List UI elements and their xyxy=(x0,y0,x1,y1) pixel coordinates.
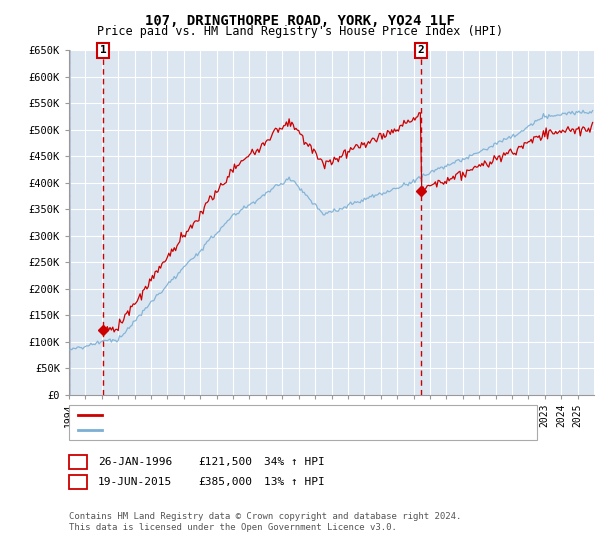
Text: 107, DRINGTHORPE ROAD, YORK, YO24 1LF: 107, DRINGTHORPE ROAD, YORK, YO24 1LF xyxy=(145,14,455,28)
Text: £385,000: £385,000 xyxy=(198,477,252,487)
Text: 19-JUN-2015: 19-JUN-2015 xyxy=(98,477,172,487)
Text: 2: 2 xyxy=(74,477,82,487)
Text: 107, DRINGTHORPE ROAD, YORK, YO24 1LF (detached house): 107, DRINGTHORPE ROAD, YORK, YO24 1LF (d… xyxy=(107,409,444,419)
Text: 2: 2 xyxy=(418,45,425,55)
Text: Contains HM Land Registry data © Crown copyright and database right 2024.
This d: Contains HM Land Registry data © Crown c… xyxy=(69,512,461,532)
Text: 1: 1 xyxy=(74,457,82,467)
Text: 34% ↑ HPI: 34% ↑ HPI xyxy=(264,457,325,467)
Text: HPI: Average price, detached house, York: HPI: Average price, detached house, York xyxy=(107,425,357,435)
Bar xyxy=(69,50,70,395)
Text: Price paid vs. HM Land Registry's House Price Index (HPI): Price paid vs. HM Land Registry's House … xyxy=(97,25,503,38)
Text: 1: 1 xyxy=(100,45,106,55)
Text: £121,500: £121,500 xyxy=(198,457,252,467)
Text: 13% ↑ HPI: 13% ↑ HPI xyxy=(264,477,325,487)
Text: 26-JAN-1996: 26-JAN-1996 xyxy=(98,457,172,467)
